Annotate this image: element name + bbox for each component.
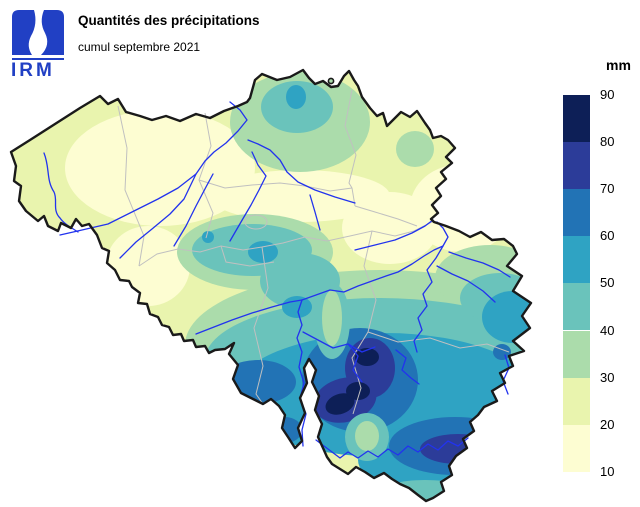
river-dijle-demer [247, 139, 356, 204]
province-border-line [351, 331, 369, 415]
river-senne [229, 151, 267, 242]
contour-band [286, 85, 306, 109]
river-vesdre [448, 251, 511, 278]
river-scheldt [119, 101, 248, 259]
legend-tick-70: 70 [600, 181, 615, 197]
legend-swatch-40 [563, 283, 590, 331]
legend-swatch-20 [563, 377, 590, 425]
map-subtitle: cumul septembre 2021 [78, 40, 201, 54]
legend-swatch-10 [563, 424, 590, 472]
irm-logo-text: IRM [11, 60, 55, 77]
contour-band [396, 131, 434, 167]
river-meuse [296, 221, 449, 447]
river-sambre [195, 299, 303, 335]
legend-swatch-70 [563, 142, 590, 190]
river-ourthe [413, 245, 444, 353]
country-outline [9, 68, 533, 503]
contour-band [282, 296, 312, 318]
province-border-line [138, 220, 435, 267]
map-title: Quantités des précipitations [78, 13, 260, 28]
contour-band [210, 170, 390, 222]
contour-band [346, 382, 370, 400]
contour-band [355, 348, 379, 366]
river-our [502, 354, 510, 395]
contour-band [420, 434, 496, 464]
legend-swatch-60 [563, 189, 590, 237]
contour-band [473, 419, 521, 475]
legend-tick-60: 60 [600, 228, 615, 244]
contour-band [325, 393, 355, 415]
river-gete [309, 194, 321, 231]
river-lesse [302, 331, 376, 353]
province-border-line [244, 214, 268, 230]
province-borders [117, 89, 510, 415]
river-semois [315, 437, 469, 459]
province-border-line [363, 230, 377, 333]
province-border-line [117, 105, 145, 267]
contour-band [106, 226, 190, 306]
contour-band [355, 421, 379, 451]
river-dender [173, 173, 214, 247]
province-border-line [253, 246, 269, 405]
legend-tick-30: 30 [600, 369, 615, 385]
province-border-line [367, 331, 510, 353]
legend-swatch-30 [563, 330, 590, 378]
irm-logo: IRM [11, 10, 64, 77]
legend-tick-40: 40 [600, 322, 615, 338]
legend-swatch-50 [563, 236, 590, 284]
legend-tick-20: 20 [600, 416, 615, 432]
river-lhomme [347, 343, 363, 383]
province-border-line [198, 179, 353, 192]
river-jeker [354, 219, 434, 251]
baarle-enclave-dot [327, 77, 335, 85]
river-lys [59, 173, 197, 236]
river-ambleve [436, 265, 496, 303]
province-border-line [354, 205, 418, 227]
rivers [43, 101, 511, 459]
legend-tick-50: 50 [600, 275, 615, 291]
legend-color-scale: 90 80 70 60 50 40 30 20 10 [563, 87, 640, 497]
legend-tick-80: 80 [600, 134, 615, 150]
contour-band [379, 480, 471, 501]
legend-tick-90: 90 [600, 87, 615, 102]
contour-band [268, 417, 302, 443]
province-border-line [220, 245, 275, 267]
province-border-line [344, 89, 357, 207]
river-sure [395, 349, 420, 385]
legend-tick-10: 10 [600, 463, 615, 479]
irm-logo-icon [12, 10, 64, 60]
contour-band [322, 290, 342, 346]
legend-swatch-80 [563, 95, 590, 143]
contour-band [65, 110, 255, 226]
contour-band [202, 231, 214, 243]
legend-unit-label: mm [606, 57, 631, 73]
